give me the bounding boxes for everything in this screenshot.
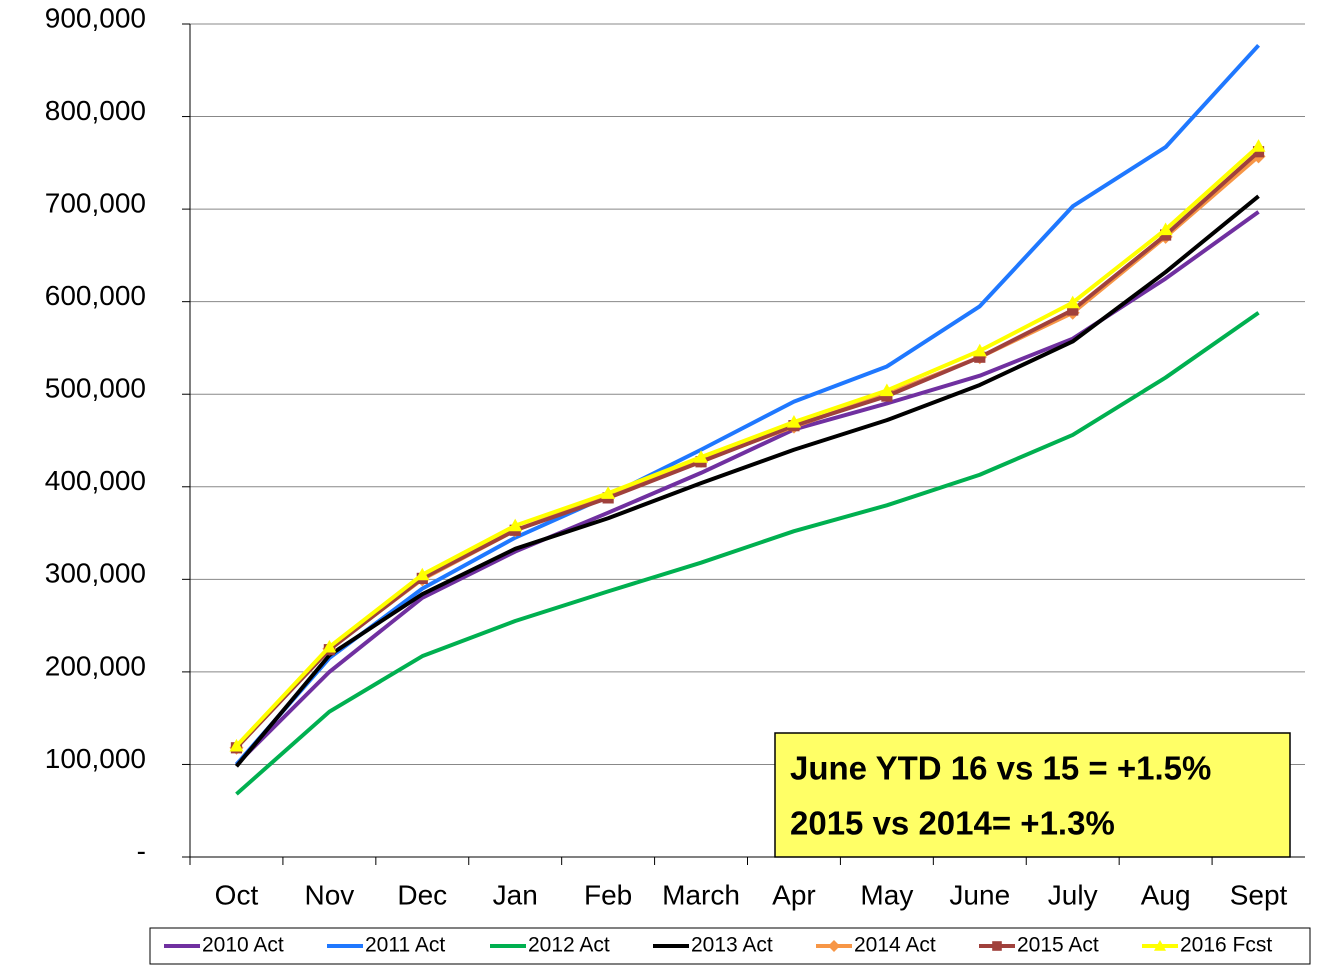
- y-tick-label: 700,000: [45, 188, 146, 219]
- marker: [972, 343, 987, 357]
- marker: [786, 414, 801, 428]
- series-line: [235, 150, 1260, 750]
- y-tick-label: 200,000: [45, 650, 146, 681]
- x-tick-label: July: [1048, 879, 1098, 910]
- x-tick-label: Sept: [1230, 879, 1288, 910]
- y-tick-label: 300,000: [45, 558, 146, 589]
- y-tick-label: 400,000: [45, 465, 146, 496]
- y-tick-label: 500,000: [45, 373, 146, 404]
- annotation-box: [774, 732, 1291, 858]
- y-tick-label: 100,000: [45, 743, 146, 774]
- marker: [1067, 304, 1079, 316]
- series-line: [234, 194, 1260, 768]
- series-line: [234, 43, 1261, 766]
- marker: [508, 518, 523, 532]
- x-tick-label: Jan: [493, 879, 538, 910]
- x-tick-label: Oct: [215, 879, 259, 910]
- legend-label: 2012 Act: [528, 934, 610, 957]
- x-tick-label: Feb: [584, 879, 632, 910]
- x-tick-label: March: [662, 879, 740, 910]
- legend-label: 2014 Act: [854, 934, 936, 957]
- legend-label: 2016 Fcst: [1180, 934, 1272, 957]
- marker: [828, 940, 840, 952]
- annotation: June YTD 16 vs 15 = +1.5%: [790, 750, 1211, 787]
- y-tick-label: 600,000: [45, 280, 146, 311]
- legend-label: 2011 Act: [365, 934, 445, 957]
- marker: [1154, 940, 1166, 951]
- x-tick-label: Dec: [397, 879, 447, 910]
- series-line: [234, 144, 1260, 748]
- marker: [601, 486, 616, 499]
- y-tick-label: 900,000: [45, 2, 146, 33]
- y-tick-label: 800,000: [45, 95, 146, 126]
- marker: [1251, 139, 1266, 152]
- x-tick-label: May: [860, 879, 913, 910]
- marker: [229, 738, 244, 752]
- legend-label: 2015 Act: [1017, 934, 1099, 957]
- marker: [974, 351, 986, 363]
- x-tick-label: June: [949, 879, 1010, 910]
- marker: [879, 383, 894, 397]
- marker: [322, 639, 337, 653]
- legend-label: 2013 Act: [691, 934, 773, 957]
- annotation: 2015 vs 2014= +1.3%: [790, 805, 1115, 842]
- x-tick-label: Apr: [772, 879, 816, 910]
- series-line: [235, 210, 1260, 766]
- marker: [1158, 222, 1173, 236]
- x-tick-label: Aug: [1141, 879, 1191, 910]
- series-line: [235, 311, 1260, 796]
- y-tick-label: -: [137, 835, 146, 866]
- marker: [694, 450, 709, 463]
- legend-label: 2010 Act: [202, 934, 284, 957]
- x-tick-label: Nov: [304, 879, 354, 910]
- marker: [992, 941, 1002, 951]
- marker: [415, 567, 430, 581]
- marker: [1065, 295, 1080, 309]
